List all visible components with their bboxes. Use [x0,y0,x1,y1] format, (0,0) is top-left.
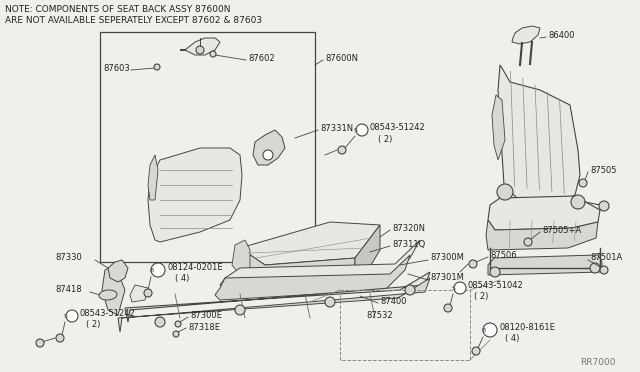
Text: 87400: 87400 [380,298,406,307]
Text: 87505: 87505 [590,166,616,174]
Text: 08124-0201E: 08124-0201E [167,263,223,272]
Polygon shape [240,248,355,285]
Text: 08543-51242: 08543-51242 [80,308,136,317]
Polygon shape [108,260,128,282]
Circle shape [235,305,245,315]
Text: 87318E: 87318E [188,323,220,331]
Polygon shape [148,148,242,242]
Text: 87602: 87602 [248,54,275,62]
Polygon shape [488,196,600,230]
Ellipse shape [99,290,117,300]
Circle shape [579,179,587,187]
Polygon shape [492,95,505,160]
Text: S: S [64,314,68,318]
Circle shape [590,263,600,273]
Text: ( 2): ( 2) [378,135,392,144]
Text: 08543-51042: 08543-51042 [468,280,524,289]
Polygon shape [240,222,380,265]
Text: 08120-8161E: 08120-8161E [499,323,555,331]
Text: 87320N: 87320N [392,224,425,232]
Polygon shape [232,240,250,275]
Circle shape [483,323,497,337]
Text: S: S [452,285,456,291]
Circle shape [600,266,608,274]
Polygon shape [486,220,598,250]
Circle shape [151,263,165,277]
Circle shape [66,310,78,322]
Circle shape [472,347,480,355]
Text: 08543-51242: 08543-51242 [370,122,426,131]
Polygon shape [488,255,602,275]
Text: 87311Q: 87311Q [392,240,425,248]
Circle shape [325,297,335,307]
Circle shape [405,285,415,295]
Circle shape [571,195,585,209]
Circle shape [444,304,452,312]
Text: NOTE: COMPONENTS OF SEAT BACK ASSY 87600N: NOTE: COMPONENTS OF SEAT BACK ASSY 87600… [5,5,230,14]
Text: B: B [150,267,154,273]
Polygon shape [102,265,125,315]
Circle shape [155,317,165,327]
Bar [340,290,470,360]
Polygon shape [253,130,285,165]
Circle shape [173,331,179,337]
Text: 87505+A: 87505+A [542,225,581,234]
Polygon shape [125,272,430,322]
Text: 87506: 87506 [490,250,516,260]
Text: 87330: 87330 [55,253,82,263]
Text: S: S [354,128,358,132]
Circle shape [454,282,466,294]
Circle shape [338,146,346,154]
Circle shape [263,150,273,160]
Circle shape [210,51,216,57]
Polygon shape [512,26,540,44]
Circle shape [175,321,181,327]
Text: 87532: 87532 [367,311,394,321]
Circle shape [356,124,368,136]
Circle shape [599,201,609,211]
Text: 87300E: 87300E [190,311,222,321]
Circle shape [497,184,513,200]
Text: 87418: 87418 [55,285,82,295]
Text: 86400: 86400 [548,31,575,39]
Circle shape [524,238,532,246]
Circle shape [144,289,152,297]
Text: 87301M: 87301M [430,273,464,282]
Polygon shape [220,240,420,290]
Circle shape [56,334,64,342]
Circle shape [196,46,204,54]
Polygon shape [130,285,148,302]
Circle shape [36,339,44,347]
Polygon shape [180,38,220,55]
Polygon shape [215,255,410,300]
Text: 87331N: 87331N [320,124,353,132]
Circle shape [154,64,160,70]
Polygon shape [355,225,380,278]
Circle shape [469,260,477,268]
Text: RR7000: RR7000 [580,358,616,367]
Polygon shape [498,65,580,205]
Text: B: B [482,327,486,333]
Text: ( 4): ( 4) [505,334,520,343]
Text: 87600N: 87600N [325,54,358,62]
Text: 87501A: 87501A [590,253,622,263]
Text: ARE NOT AVAILABLE SEPERATELY EXCEPT 87602 & 87603: ARE NOT AVAILABLE SEPERATELY EXCEPT 8760… [5,16,262,25]
Polygon shape [118,278,430,332]
Text: 87300M: 87300M [430,253,464,263]
Text: 87603: 87603 [103,64,130,73]
Text: ( 4): ( 4) [175,273,189,282]
Text: ( 2): ( 2) [86,320,100,328]
Polygon shape [148,155,158,200]
Text: ( 2): ( 2) [474,292,488,301]
Bar [100,32,315,262]
Circle shape [490,267,500,277]
